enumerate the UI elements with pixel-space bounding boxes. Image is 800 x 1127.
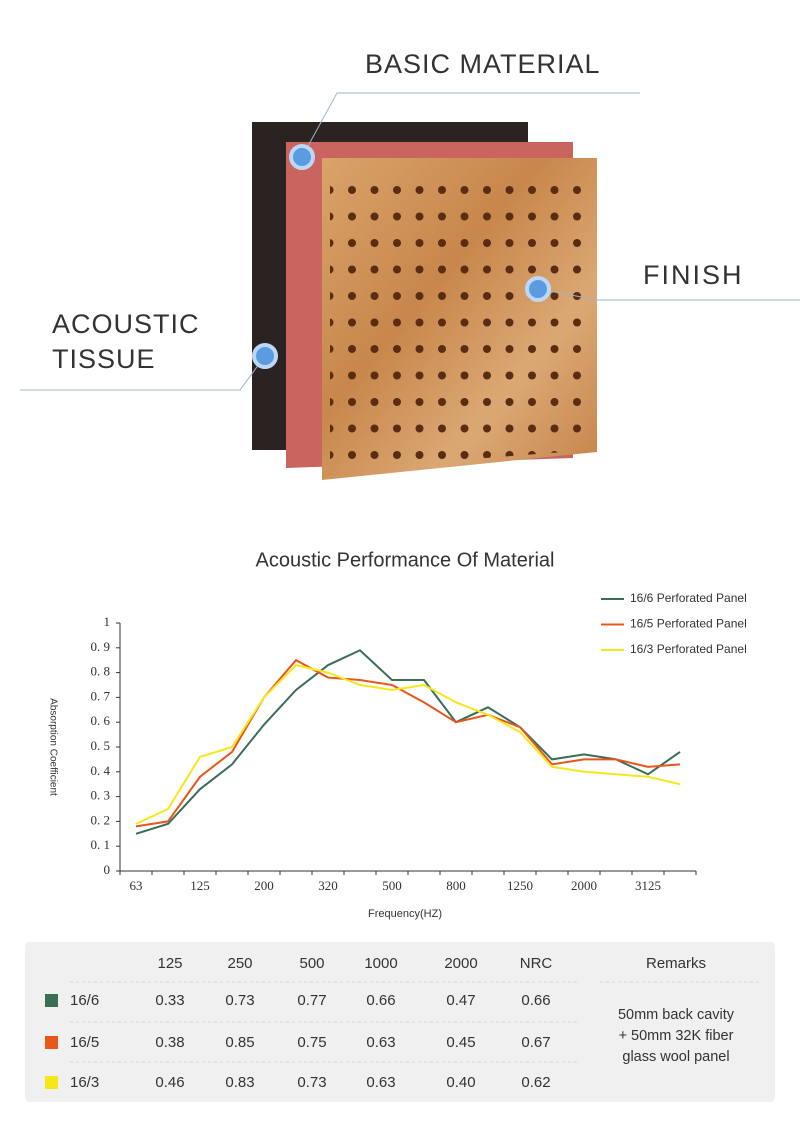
table-cell: 0.66	[521, 992, 550, 1009]
table-cell: 0.75	[297, 1034, 326, 1051]
illustration: BASIC MATERIAL FINISH ACOUSTIC TISSUE	[20, 49, 800, 480]
table-cell: 0.46	[155, 1074, 184, 1091]
table-cell: 0.83	[225, 1074, 254, 1091]
table-header: 1000	[364, 955, 397, 972]
x-tick-label: 800	[446, 878, 466, 893]
table-header: 2000	[444, 955, 477, 972]
callout-label: FINISH	[643, 260, 744, 290]
legend-label: 16/6 Perforated Panel	[630, 591, 747, 605]
callout-label: ACOUSTIC	[52, 309, 200, 339]
y-tick-label: 1	[104, 614, 111, 629]
y-tick-label: 0. 1	[91, 837, 111, 852]
x-tick-label: 3125	[635, 878, 661, 893]
table-cell: 0.66	[366, 992, 395, 1009]
legend-label: 16/5 Perforated Panel	[630, 617, 747, 631]
table-cell: 0.73	[297, 1074, 326, 1091]
row-swatch	[45, 1036, 58, 1049]
y-tick-label: 0. 8	[91, 664, 111, 679]
y-tick-label: 0. 5	[91, 738, 111, 753]
callout-line	[20, 355, 266, 391]
perforations	[330, 170, 590, 470]
callout-label: BASIC MATERIAL	[365, 49, 601, 79]
callout-line	[301, 92, 640, 158]
x-axis-label: Frequency(HZ)	[368, 908, 442, 920]
callout-label: TISSUE	[52, 344, 156, 374]
y-tick-label: 0	[104, 862, 111, 877]
table-cell: 0.38	[155, 1034, 184, 1051]
chart-title: Acoustic Performance Of Material	[256, 549, 555, 571]
table-cell: 0.33	[155, 992, 184, 1009]
x-tick-label: 1250	[507, 878, 533, 893]
x-tick-label: 320	[318, 878, 338, 893]
callout-dot	[289, 144, 315, 170]
y-tick-label: 0. 2	[91, 812, 111, 827]
remarks: + 50mm 32K fiber	[619, 1028, 734, 1044]
y-axis-label: Absorption Coefficient	[47, 698, 58, 796]
callout-dot	[525, 276, 551, 302]
legend-label: 16/3 Perforated Panel	[630, 642, 747, 656]
y-tick-label: 0. 3	[91, 788, 111, 803]
remarks: glass wool panel	[622, 1049, 729, 1065]
row-name: 16/5	[70, 1034, 99, 1051]
table-cell: 0.62	[521, 1074, 550, 1091]
table-cell: 0.85	[225, 1034, 254, 1051]
series-line	[135, 664, 681, 825]
row-name: 16/3	[70, 1074, 99, 1091]
y-tick-label: 0. 7	[91, 688, 111, 703]
row-swatch	[45, 994, 58, 1007]
x-tick-label: 125	[190, 878, 210, 893]
x-tick-label: 2000	[571, 878, 597, 893]
table-cell: 0.67	[521, 1034, 550, 1051]
table-header: Remarks	[646, 955, 706, 972]
callout-dot	[252, 343, 278, 369]
remarks: 50mm back cavity	[618, 1007, 735, 1023]
x-tick-label: 500	[382, 878, 402, 893]
row-name: 16/6	[70, 992, 99, 1009]
table-header: 250	[227, 955, 252, 972]
table-header: 500	[299, 955, 324, 972]
x-tick-label: 63	[130, 878, 143, 893]
callout-line	[537, 288, 800, 301]
table-cell: 0.73	[225, 992, 254, 1009]
table-cell: 0.47	[446, 992, 475, 1009]
table-cell: 0.63	[366, 1074, 395, 1091]
table-cell: 0.40	[446, 1074, 475, 1091]
table-cell: 0.77	[297, 992, 326, 1009]
table-header: 125	[157, 955, 182, 972]
y-tick-label: 0. 6	[91, 713, 111, 728]
series-line	[135, 658, 681, 828]
table-cell: 0.63	[366, 1034, 395, 1051]
y-tick-label: 0. 9	[91, 639, 111, 654]
row-swatch	[45, 1076, 58, 1089]
x-tick-label: 200	[254, 878, 274, 893]
series-line	[135, 649, 681, 835]
table-cell: 0.45	[446, 1034, 475, 1051]
table-header: NRC	[520, 955, 553, 972]
y-tick-label: 0. 4	[91, 763, 111, 778]
